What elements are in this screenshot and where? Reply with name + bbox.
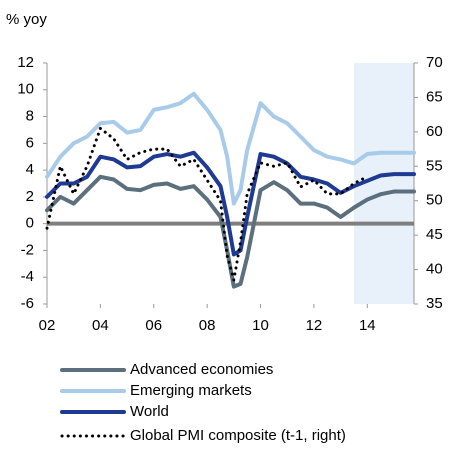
y-tick-label: 6 (26, 134, 34, 151)
legend-label: Emerging markets (130, 382, 252, 399)
y2-tick-label: 35 (426, 295, 443, 312)
series-line (45, 126, 369, 282)
y-tick-label: 10 (17, 81, 34, 98)
series-line (45, 91, 416, 206)
y2-tick-label: 70 (426, 54, 443, 71)
y-tick-label: 2 (26, 188, 34, 205)
y2-tick-label: 60 (426, 123, 443, 140)
y-tick-label: -2 (21, 241, 34, 258)
y-tick-label: 12 (17, 54, 34, 71)
y-tick-label: 4 (26, 161, 34, 178)
y2-tick-label: 55 (426, 157, 443, 174)
legend-label: Advanced economies (130, 361, 273, 378)
y-tick-label: 0 (26, 215, 34, 232)
x-tick-label: 10 (252, 317, 269, 334)
x-tick-label: 14 (359, 317, 376, 334)
x-tick-label: 04 (92, 317, 109, 334)
legend-label: Global PMI composite (t-1, right) (130, 427, 346, 444)
x-tick-label: 06 (145, 317, 162, 334)
legend-label: World (130, 403, 169, 420)
y2-tick-label: 40 (426, 261, 443, 278)
y2-tick-label: 50 (426, 192, 443, 209)
y2-tick-label: 65 (426, 88, 443, 105)
y-tick-label: -6 (21, 295, 34, 312)
y-axis-label: % yoy (6, 11, 47, 28)
x-tick-label: 02 (39, 317, 56, 334)
y-tick-label: -4 (21, 268, 34, 285)
x-tick-label: 08 (199, 317, 216, 334)
y-tick-label: 8 (26, 108, 34, 125)
x-tick-label: 12 (306, 317, 323, 334)
y2-tick-label: 45 (426, 226, 443, 243)
